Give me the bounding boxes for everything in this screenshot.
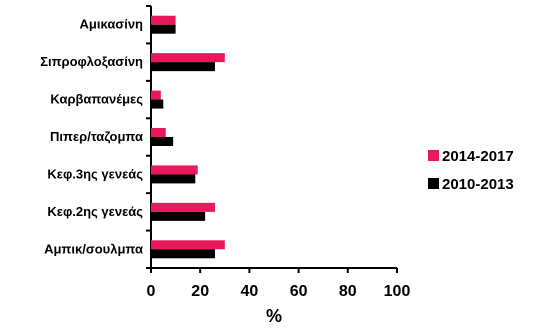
legend-swatch	[428, 178, 439, 189]
x-tick-label: 80	[339, 283, 357, 300]
x-tick-label: 20	[191, 283, 209, 300]
axes	[150, 6, 397, 269]
bar-2010-2013	[151, 62, 215, 72]
category-label: Αμπικ/σουλμπα	[44, 241, 143, 256]
x-tick-label: 100	[384, 283, 411, 300]
category-label: Κεφ.2ης γενεάς	[47, 204, 143, 219]
legend-label: 2014-2017	[442, 148, 514, 165]
category-label: Πιπερ/ταζομπα	[50, 129, 143, 144]
bar-2010-2013	[151, 211, 206, 221]
bar-2014-2017	[151, 128, 166, 137]
bar-2010-2013	[151, 174, 196, 184]
bar-2014-2017	[151, 202, 215, 212]
bar-2014-2017	[151, 240, 225, 250]
bar-2014-2017	[151, 165, 198, 175]
x-tick-label: 40	[241, 283, 259, 300]
category-label: Αμικασίνη	[80, 17, 143, 32]
category-label: Σιπροφλοξασίνη	[40, 54, 143, 69]
bars	[151, 15, 225, 259]
legend-label: 2010-2013	[442, 176, 514, 193]
bar-2010-2013	[151, 137, 174, 146]
bar-2014-2017	[151, 15, 176, 25]
bar-2010-2013	[151, 249, 215, 259]
category-label: Κεφ.3ης γενεάς	[47, 166, 143, 181]
legend-swatch	[428, 150, 439, 161]
bar-2010-2013	[151, 99, 164, 109]
x-tick-label: 60	[290, 283, 308, 300]
bar-2014-2017	[151, 53, 225, 63]
x-tick-label: 0	[147, 283, 156, 300]
x-axis-title: %	[266, 306, 282, 326]
category-labels: Αμικασίνη Σιπροφλοξασίνη Καρβαπανέμες Πιπερ…	[40, 17, 143, 257]
bar-2014-2017	[151, 90, 161, 100]
category-label: Καρβαπανέμες	[50, 92, 143, 107]
legend: 2014-2017 2010-2013	[428, 148, 514, 193]
x-ticks: 0 20 40 60 80 100	[147, 268, 411, 300]
bar-2010-2013	[151, 24, 176, 34]
